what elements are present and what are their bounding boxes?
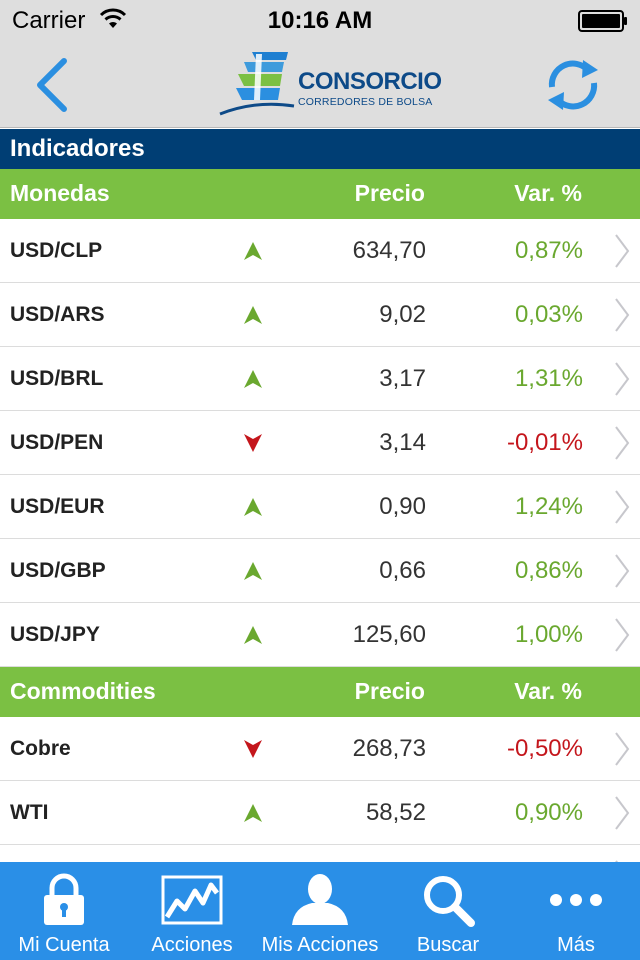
- row-price: 9,02: [379, 301, 426, 328]
- refresh-icon[interactable]: [540, 54, 606, 116]
- chevron-right-icon: [615, 298, 630, 332]
- consorcio-logo: CONSORCIO CORREDORES DE BOLSA: [216, 48, 442, 120]
- currency-row-usd-jpy[interactable]: USD/JPY 125,60 1,00%: [0, 603, 640, 667]
- navigation-bar: CONSORCIO CORREDORES DE BOLSA: [0, 40, 640, 128]
- logo-mark-icon: [219, 52, 295, 116]
- row-name: Cobre: [10, 737, 71, 760]
- row-price: 268,73: [352, 735, 426, 762]
- currency-row-usd-gbp[interactable]: USD/GBP 0,66 0,86%: [0, 539, 640, 603]
- commodity-row-cobre[interactable]: Cobre 268,73 -0,50%: [0, 717, 640, 781]
- row-name: USD/CLP: [10, 239, 103, 262]
- chevron-right-icon: [615, 554, 630, 588]
- status-bar: Carrier 10:16 AM: [0, 0, 640, 40]
- tab-label: Mi Cuenta: [18, 934, 110, 956]
- row-price: 3,14: [379, 429, 426, 456]
- tab-label: Buscar: [416, 934, 480, 956]
- row-name: USD/ARS: [10, 303, 105, 326]
- row-variation: 1,00%: [514, 621, 583, 648]
- chevron-right-icon: [615, 618, 630, 652]
- lock-icon: [44, 873, 84, 925]
- arrow-up-icon: [244, 306, 262, 324]
- chevron-left-icon[interactable]: [30, 56, 74, 114]
- battery-icon: [578, 10, 627, 32]
- tab-buscar[interactable]: Buscar: [384, 862, 512, 960]
- arrow-up-icon: [244, 498, 262, 516]
- commodities-header: Commodities Precio Var. %: [0, 667, 640, 717]
- tab-acciones[interactable]: Acciones: [128, 862, 256, 960]
- currency-row-usd-ars[interactable]: USD/ARS 9,02 0,03%: [0, 283, 640, 347]
- row-name: USD/EUR: [10, 495, 105, 518]
- row-variation: 1,31%: [514, 365, 583, 392]
- row-price: 125,60: [352, 621, 426, 648]
- carrier-label: Carrier: [12, 7, 86, 34]
- currency-row-usd-clp[interactable]: USD/CLP 634,70 0,87%: [0, 219, 640, 283]
- row-price: 634,70: [352, 237, 426, 264]
- group-name-label: Commodities: [10, 678, 156, 704]
- row-variation: 0,86%: [514, 557, 583, 584]
- currency-row-usd-brl[interactable]: USD/BRL 3,17 1,31%: [0, 347, 640, 411]
- chevron-right-icon: [615, 732, 630, 766]
- tab-bar: Mi Cuenta Acciones Mis Acciones Buscar: [0, 862, 640, 960]
- price-column-header: Precio: [354, 180, 425, 206]
- price-column-header: Precio: [354, 678, 425, 704]
- row-price: 58,52: [365, 799, 426, 826]
- arrow-up-icon: [244, 370, 262, 388]
- arrow-up-icon: [244, 626, 262, 644]
- arrow-down-icon: [244, 740, 262, 758]
- row-variation: 0,90%: [514, 799, 583, 826]
- row-variation: -0,50%: [506, 735, 583, 762]
- row-variation: 0,87%: [514, 237, 583, 264]
- row-name: USD/BRL: [10, 367, 104, 390]
- tab-label: Acciones: [151, 934, 233, 956]
- tab-mas[interactable]: Más: [512, 862, 640, 960]
- arrow-up-icon: [244, 242, 262, 260]
- chart-icon: [161, 875, 223, 925]
- arrow-down-icon: [244, 434, 262, 452]
- row-variation: -0,01%: [506, 429, 583, 456]
- status-time: 10:16 AM: [267, 7, 373, 34]
- tab-label: Más: [557, 934, 595, 956]
- row-name: WTI: [10, 801, 49, 824]
- currency-row-usd-pen[interactable]: USD/PEN 3,14 -0,01%: [0, 411, 640, 475]
- arrow-up-icon: [244, 804, 262, 822]
- monedas-header: Monedas Precio Var. %: [0, 169, 640, 219]
- chevron-right-icon: [615, 234, 630, 268]
- group-name-label: Monedas: [10, 180, 110, 206]
- row-name: USD/GBP: [10, 559, 106, 582]
- currency-row-usd-eur[interactable]: USD/EUR 0,90 1,24%: [0, 475, 640, 539]
- chevron-right-icon: [615, 796, 630, 830]
- row-variation: 0,03%: [514, 301, 583, 328]
- logo-subtitle: CORREDORES DE BOLSA: [298, 96, 433, 108]
- chevron-right-icon: [615, 362, 630, 396]
- chevron-right-icon: [615, 426, 630, 460]
- search-icon: [424, 876, 475, 927]
- logo-name: CONSORCIO: [298, 68, 442, 95]
- page-title: Indicadores: [0, 129, 640, 169]
- commodity-row-wti[interactable]: WTI 58,52 0,90%: [0, 781, 640, 845]
- tab-label: Mis Acciones: [261, 934, 379, 956]
- row-price: 3,17: [379, 365, 426, 392]
- variation-column-header: Var. %: [514, 678, 582, 704]
- row-price: 0,90: [379, 493, 426, 520]
- more-icon: [550, 894, 602, 906]
- wifi-icon: [99, 8, 127, 28]
- variation-column-header: Var. %: [514, 180, 582, 206]
- person-icon: [292, 874, 348, 925]
- row-name: USD/PEN: [10, 431, 104, 454]
- arrow-up-icon: [244, 562, 262, 580]
- row-variation: 1,24%: [514, 493, 583, 520]
- row-name: USD/JPY: [10, 623, 100, 646]
- tab-mis-acciones[interactable]: Mis Acciones: [256, 862, 384, 960]
- chevron-right-icon: [615, 490, 630, 524]
- commodity-row-partial[interactable]: [0, 845, 640, 894]
- row-price: 0,66: [379, 557, 426, 584]
- tab-mi-cuenta[interactable]: Mi Cuenta: [0, 862, 128, 960]
